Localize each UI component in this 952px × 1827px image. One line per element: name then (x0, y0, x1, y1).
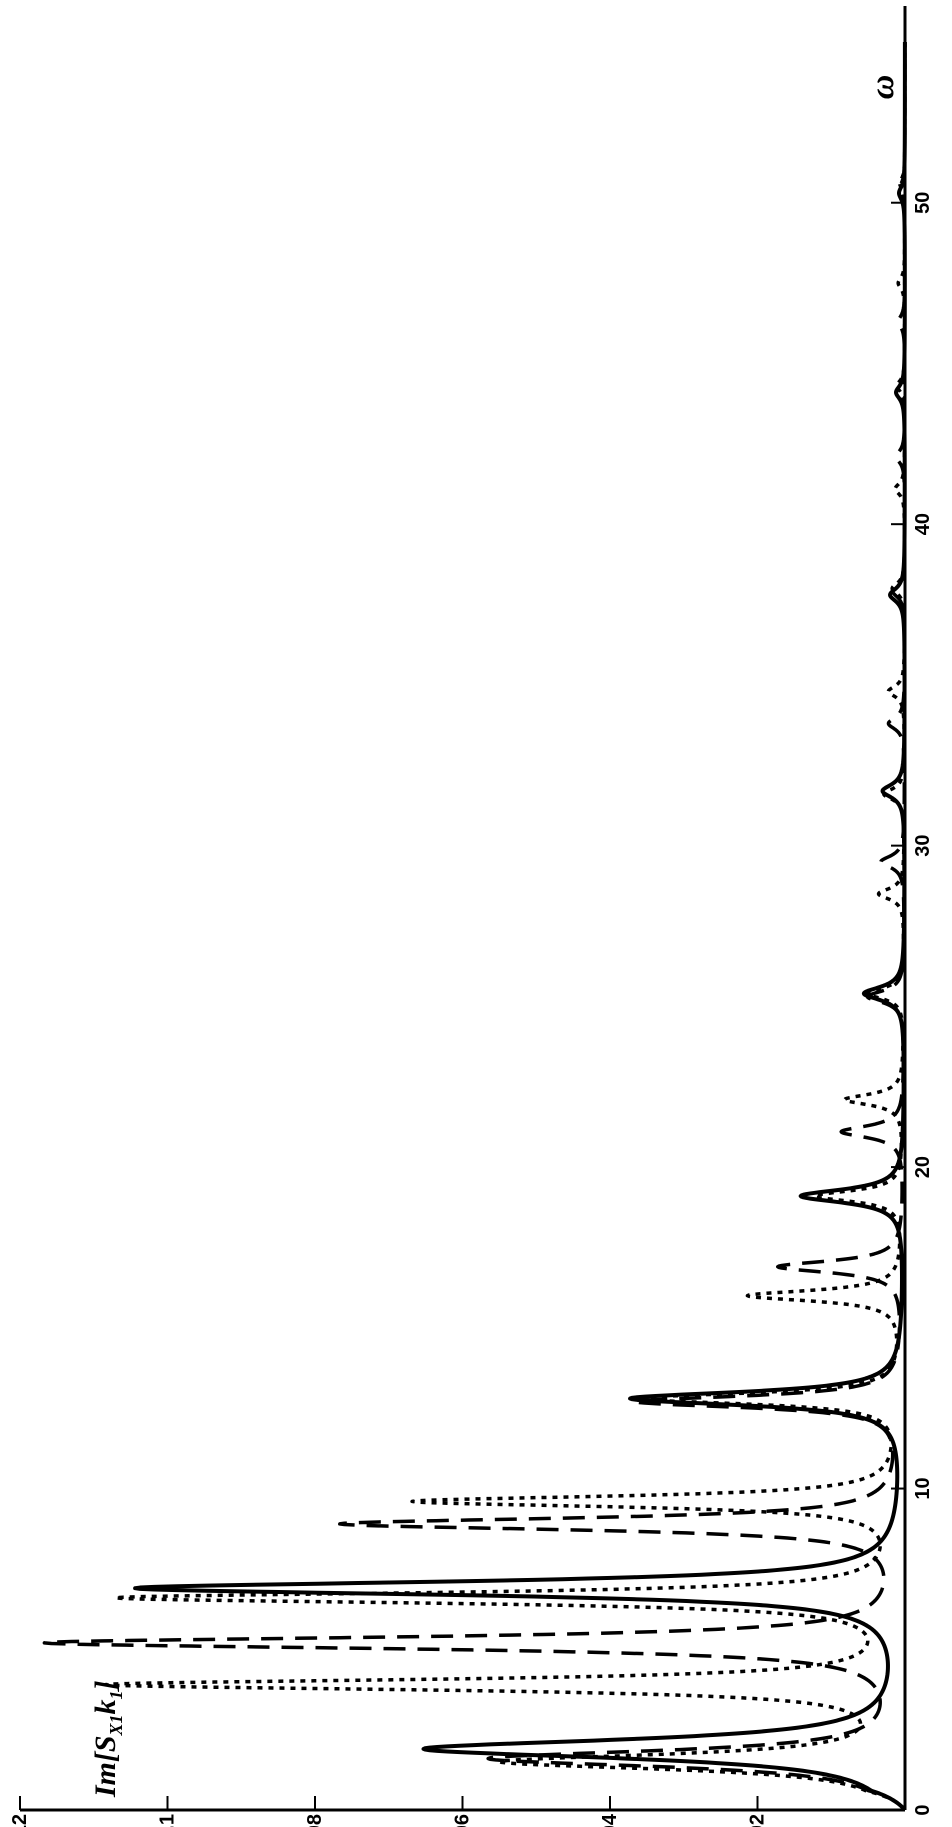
y-tick-label: 0.1 (157, 1814, 179, 1827)
x-axis-title: ω (864, 75, 901, 100)
x-tick-label: 30 (912, 835, 934, 857)
y-axis-title: Im[SX1k1] (89, 1680, 126, 1798)
y-tick-label: 0.08 (304, 1814, 326, 1827)
y-axis-title-sub1: X1 (106, 1714, 126, 1736)
plot-area (42, 40, 907, 1812)
x-axis-ticks: 0 10 20 30 40 50 (891, 192, 934, 1816)
x-tick-label: 40 (912, 513, 934, 535)
y-tick-label: 0.04 (599, 1813, 621, 1827)
y-axis-title-suffix: ] (89, 1680, 122, 1692)
y-axis-ticks: 0.02 0.04 0.06 0.08 0.1 0.12 (9, 1796, 769, 1827)
y-axis-title-mid: k (89, 1699, 122, 1714)
x-tick-label: 0 (912, 1804, 934, 1815)
x-tick-label: 20 (912, 1156, 934, 1178)
x-tick-label: 10 (912, 1477, 934, 1499)
y-tick-label: 0.06 (452, 1814, 474, 1827)
series-solid-line (133, 40, 907, 1812)
x-tick-label: 50 (912, 192, 934, 214)
y-axis-title-main: S (89, 1735, 122, 1752)
y-axis-title-prefix: Im[ (89, 1750, 122, 1798)
series-dotted-line (103, 40, 907, 1812)
series-dashed-line (42, 40, 907, 1812)
y-tick-label: 0.02 (747, 1814, 769, 1827)
y-tick-label: 0.12 (9, 1814, 31, 1827)
y-axis-title-sub2: 1 (106, 1690, 126, 1699)
